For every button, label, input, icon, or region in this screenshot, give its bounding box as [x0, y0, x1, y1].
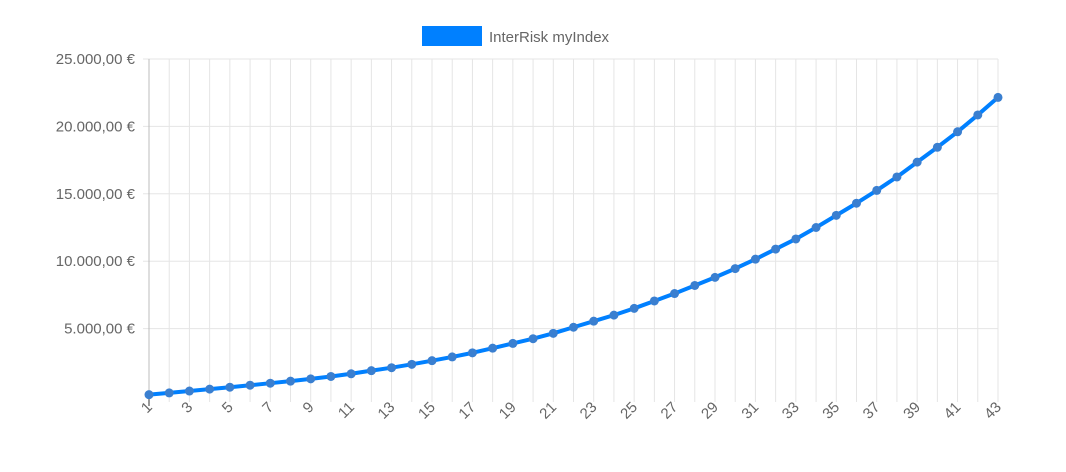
data-point[interactable]	[528, 334, 538, 344]
x-tick-label: 9	[300, 399, 318, 417]
data-point[interactable]	[265, 378, 275, 388]
x-tick-label: 27	[658, 399, 682, 423]
x-tick-label: 17	[455, 399, 479, 423]
y-tick-label: 5.000,00 €	[64, 321, 136, 338]
series-group	[144, 92, 1003, 400]
data-point[interactable]	[286, 376, 295, 386]
x-tick-label: 21	[536, 399, 560, 423]
x-tick-label: 37	[860, 399, 884, 423]
data-point[interactable]	[791, 234, 801, 244]
x-tick-label: 3	[178, 399, 196, 417]
y-axis-ticks: 5.000,00 € 10.000,00 € 15.000,00 € 20.000,0…	[56, 51, 136, 338]
x-tick-label: 41	[941, 399, 965, 423]
legend-label[interactable]: InterRisk myIndex	[489, 29, 610, 46]
data-point[interactable]	[750, 254, 760, 264]
data-point[interactable]	[609, 310, 619, 320]
data-point[interactable]	[306, 374, 316, 384]
x-tick-label: 11	[335, 399, 358, 422]
data-point[interactable]	[872, 185, 882, 195]
data-point[interactable]	[831, 210, 841, 220]
data-point[interactable]	[184, 386, 194, 396]
data-point[interactable]	[467, 348, 477, 358]
x-tick-label: 1	[138, 399, 156, 417]
y-tick-label: 15.000,00 €	[56, 186, 136, 203]
legend[interactable]: InterRisk myIndex	[422, 26, 610, 46]
x-tick-label: 5	[219, 399, 237, 417]
gridlines	[143, 58, 999, 402]
data-point[interactable]	[245, 380, 255, 390]
x-axis-ticks: 1 3 5 7 9 11 13 15 17 19 21 23 25 27 29 31 33 35 37 39 41 43	[138, 399, 1005, 423]
y-tick-label: 10.000,00 €	[56, 253, 136, 270]
data-point[interactable]	[649, 296, 659, 306]
data-point[interactable]	[953, 127, 963, 137]
data-point[interactable]	[427, 356, 437, 366]
data-point[interactable]	[852, 198, 861, 208]
legend-swatch[interactable]	[422, 26, 482, 46]
data-point[interactable]	[932, 142, 942, 152]
data-point[interactable]	[447, 352, 457, 362]
x-tick-label: 25	[617, 399, 641, 423]
data-point[interactable]	[508, 338, 518, 348]
data-point[interactable]	[629, 303, 639, 313]
data-point[interactable]	[973, 110, 983, 120]
x-tick-label: 19	[496, 399, 520, 423]
data-point[interactable]	[548, 328, 558, 338]
data-point[interactable]	[225, 382, 235, 392]
data-point[interactable]	[366, 366, 376, 376]
data-point[interactable]	[771, 244, 781, 254]
x-tick-label: 7	[259, 399, 277, 417]
data-point[interactable]	[205, 384, 215, 394]
y-tick-label: 20.000,00 €	[56, 118, 136, 135]
data-point[interactable]	[993, 92, 1003, 102]
data-point[interactable]	[892, 172, 902, 182]
x-tick-label: 31	[738, 399, 762, 423]
data-point[interactable]	[690, 280, 700, 290]
data-point[interactable]	[326, 371, 336, 381]
data-point[interactable]	[912, 157, 922, 167]
y-tick-label: 25.000,00 €	[56, 51, 136, 68]
x-tick-label: 35	[819, 399, 843, 423]
x-tick-label: 29	[698, 399, 722, 423]
data-point[interactable]	[569, 322, 578, 332]
x-tick-label: 13	[375, 399, 399, 423]
x-tick-label: 33	[779, 399, 803, 423]
data-point[interactable]	[346, 369, 356, 379]
data-point[interactable]	[407, 359, 417, 369]
x-tick-label: 39	[900, 399, 924, 423]
data-point[interactable]	[730, 264, 740, 274]
data-point[interactable]	[387, 363, 397, 373]
data-point[interactable]	[144, 390, 154, 400]
x-tick-label: 15	[415, 399, 439, 423]
data-point[interactable]	[488, 343, 498, 353]
data-point[interactable]	[811, 223, 821, 232]
data-point[interactable]	[670, 289, 680, 299]
data-point[interactable]	[710, 272, 720, 282]
data-point[interactable]	[589, 316, 599, 326]
data-point[interactable]	[164, 388, 174, 398]
x-tick-label: 43	[981, 399, 1005, 423]
x-tick-label: 23	[577, 399, 601, 423]
